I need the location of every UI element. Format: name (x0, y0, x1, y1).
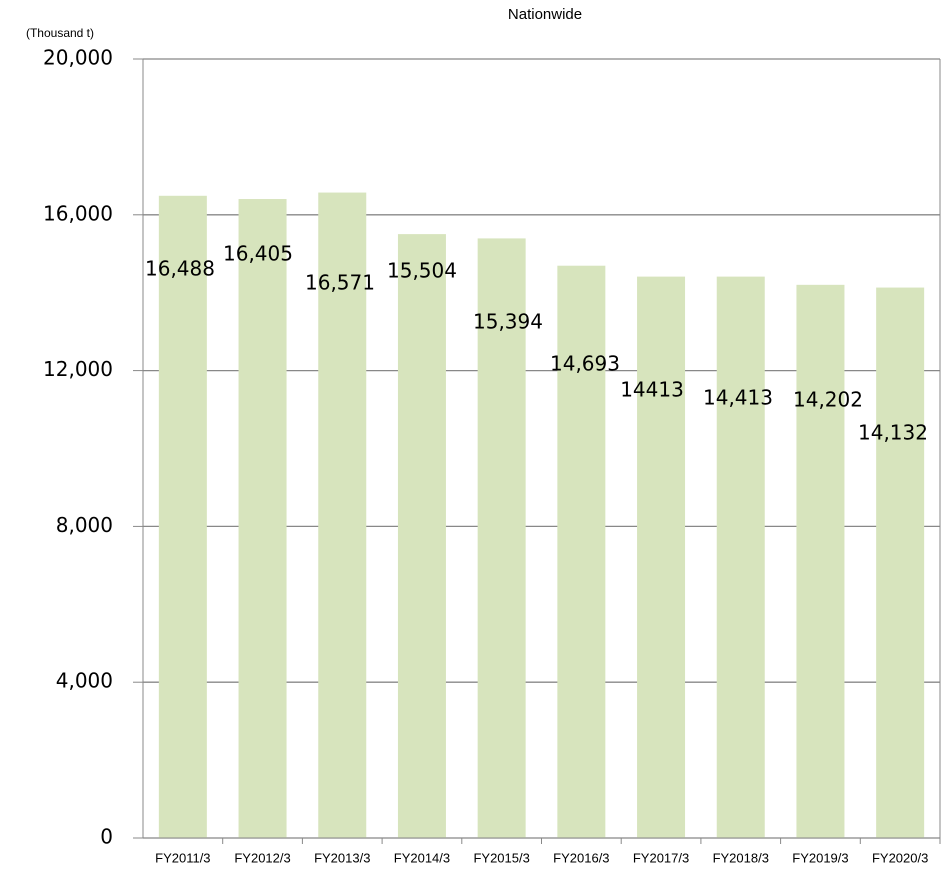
bar (557, 265, 606, 838)
y-axis-unit: (Thousand t) (26, 26, 94, 40)
x-tick-label: FY2015/3 (473, 850, 529, 865)
bar (796, 284, 845, 838)
y-tick-label: 8,000 (56, 513, 113, 537)
data-label: 16,405 (223, 242, 293, 266)
x-tick-label: FY2016/3 (553, 850, 609, 865)
data-label: 16,571 (305, 271, 375, 295)
data-label: 14,132 (858, 421, 928, 445)
data-label: 14,693 (550, 352, 620, 376)
bar (876, 287, 925, 838)
bar (397, 234, 446, 838)
x-tick-label: FY2011/3 (155, 850, 210, 865)
bar (238, 199, 287, 838)
bar (158, 195, 207, 838)
data-label: 14,413 (703, 386, 773, 410)
bar (637, 276, 686, 838)
x-tick-label: FY2014/3 (394, 850, 450, 865)
bar (318, 192, 367, 838)
x-tick-label: FY2013/3 (314, 850, 370, 865)
chart-title: Nationwide (508, 6, 582, 23)
y-tick-label: 20,000 (43, 46, 113, 70)
data-label: 14,202 (793, 388, 863, 412)
bar (716, 276, 765, 838)
y-tick-label: 4,000 (56, 669, 113, 693)
data-label: 14413 (620, 378, 684, 402)
data-label: 16,488 (145, 257, 215, 281)
data-label: 15,394 (473, 310, 543, 334)
data-label: 15,504 (387, 259, 457, 283)
x-tick-label: FY2018/3 (713, 850, 769, 865)
x-tick-label: FY2012/3 (234, 850, 290, 865)
y-tick-label: 0 (100, 825, 113, 849)
bar (477, 238, 526, 839)
x-tick-label: FY2020/3 (872, 850, 928, 865)
y-tick-label: 12,000 (43, 357, 113, 381)
x-tick-label: FY2017/3 (633, 850, 689, 865)
y-tick-label: 16,000 (43, 201, 113, 225)
x-tick-label: FY2019/3 (792, 850, 848, 865)
